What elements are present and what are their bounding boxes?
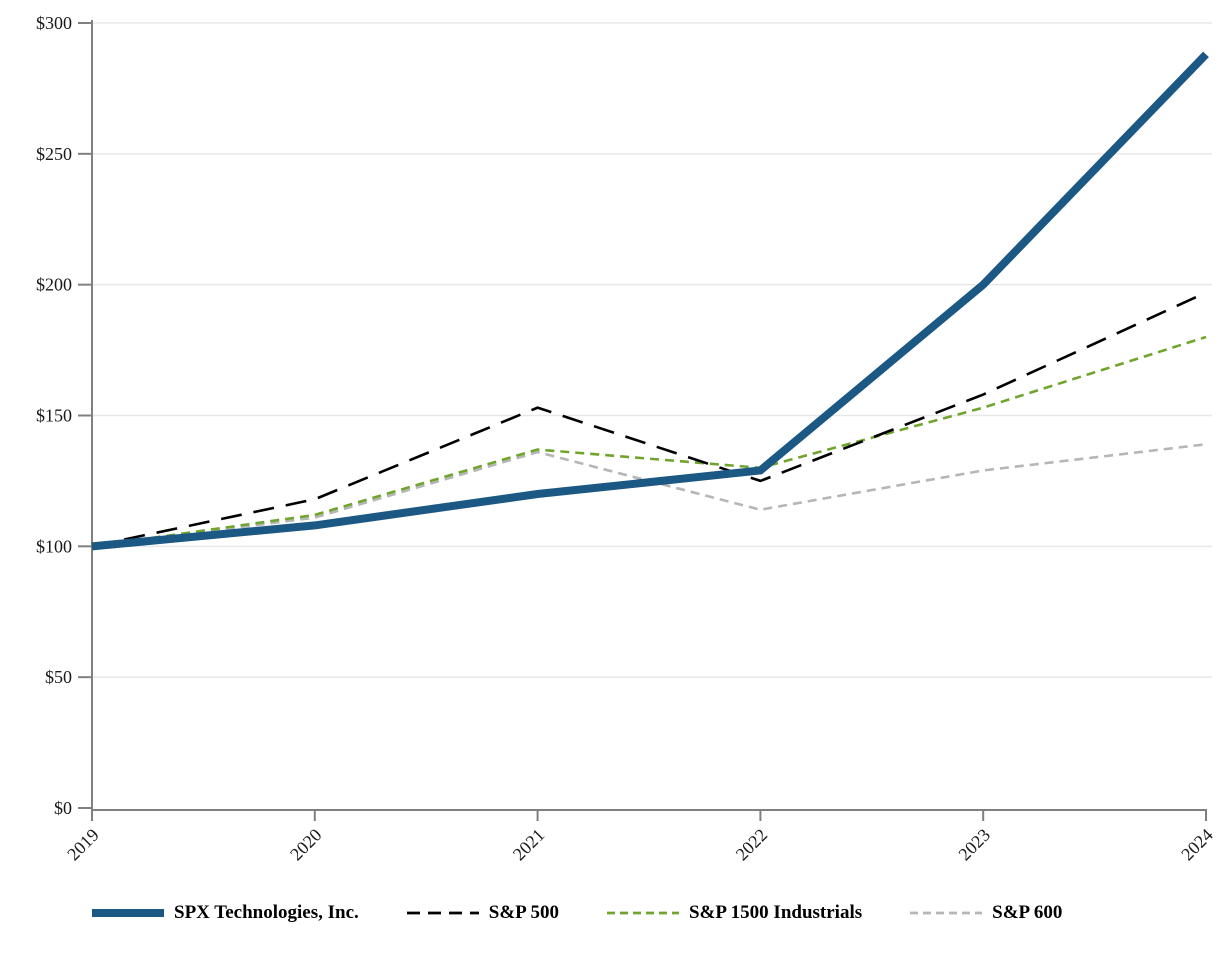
series-line-s-p-500 <box>91 291 1207 548</box>
y-axis-label: $200 <box>36 275 72 295</box>
x-axis-label: 2021 <box>509 825 549 865</box>
y-axis-label: $150 <box>36 406 72 426</box>
legend-label-spx-technologies-inc: SPX Technologies, Inc. <box>174 902 359 923</box>
y-axis-label: $50 <box>45 667 72 687</box>
legend-swatch-s-p-500 <box>406 911 479 915</box>
chart-legend: SPX Technologies, Inc. S&P 500 S&P 1500 In… <box>92 902 1192 924</box>
y-axis-label: $250 <box>36 144 72 164</box>
x-axis-label: 2019 <box>63 825 103 865</box>
x-axis-label: 2023 <box>954 825 994 865</box>
legend-item-spx-technologies-inc: SPX Technologies, Inc. <box>92 902 359 924</box>
series-line-spx-technologies-inc <box>91 51 1209 551</box>
series-line-s-p-1500-industrials <box>91 335 1207 548</box>
line-chart-canvas: $0 $50 $100 $150 $200 $250 $300 2019 2020 2021 202… <box>36 13 1217 865</box>
y-axis-label: $100 <box>36 536 72 556</box>
x-axis-label: 2020 <box>286 825 326 865</box>
legend-label-s-p-600: S&P 600 <box>992 902 1063 923</box>
legend-item-s-p-1500-industrials: S&P 1500 Industrials <box>606 902 863 924</box>
legend-swatch-spx-technologies-inc <box>92 909 164 917</box>
y-axis-label: $300 <box>36 13 72 33</box>
legend-item-s-p-600: S&P 600 <box>910 902 1062 924</box>
legend-label-s-p-1500-industrials: S&P 1500 Industrials <box>688 902 863 923</box>
x-axis-label: 2024 <box>1177 825 1217 865</box>
legend-label-s-p-500: S&P 500 <box>488 902 559 923</box>
x-axis-label: 2022 <box>732 825 772 865</box>
legend-item-s-p-500: S&P 500 <box>406 902 559 924</box>
legend-swatch-s-p-1500-industrials <box>606 911 679 915</box>
y-axis-label: $0 <box>54 798 72 818</box>
legend-swatch-s-p-600 <box>910 911 983 915</box>
